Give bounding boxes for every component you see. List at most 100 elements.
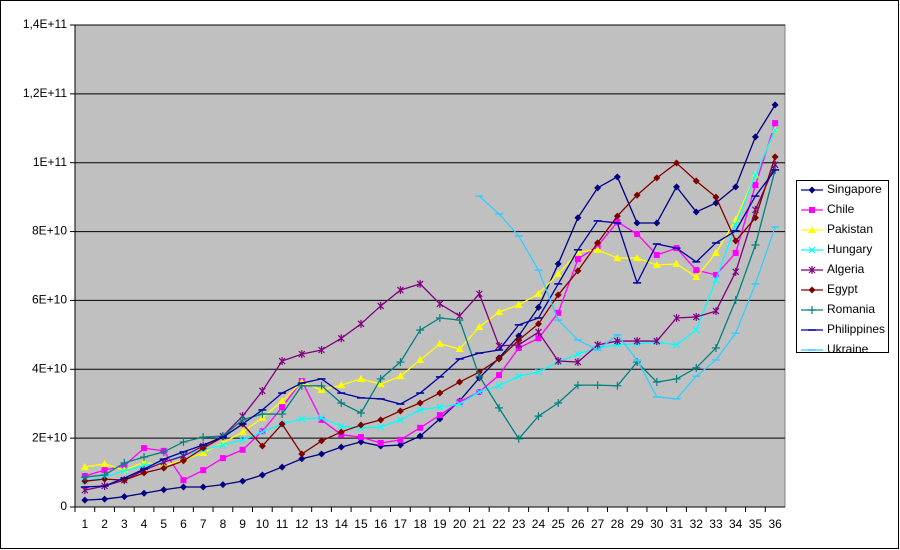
marker — [416, 326, 425, 335]
x-tick-label: 3 — [121, 517, 128, 531]
marker — [613, 254, 622, 262]
marker — [298, 455, 306, 463]
marker — [475, 388, 483, 396]
legend-label: Algeria — [827, 262, 865, 276]
marker — [141, 445, 148, 452]
marker — [634, 230, 641, 237]
marker — [219, 441, 227, 449]
marker — [100, 459, 109, 467]
marker — [653, 174, 661, 182]
marker — [633, 191, 641, 199]
marker — [594, 340, 602, 349]
y-tick-label: 1,2E+11 — [23, 86, 67, 100]
marker — [239, 477, 247, 485]
marker — [298, 350, 306, 359]
x-tick-label: 12 — [295, 517, 309, 531]
marker — [496, 372, 503, 379]
legend-item: Egypt — [801, 282, 858, 296]
marker — [613, 381, 622, 390]
marker — [199, 433, 208, 442]
legend-item: Romania — [801, 302, 875, 316]
x-tick-label: 35 — [749, 517, 763, 531]
legend-item: Ukraine — [801, 342, 869, 356]
marker — [436, 403, 444, 411]
marker — [614, 218, 621, 225]
marker — [752, 182, 759, 189]
legend-item: Algeria — [801, 262, 865, 276]
y-tick-label: 2E+10 — [32, 430, 67, 444]
legend: Singapore Chile Pakistan Hungary Algeria Egyp… — [801, 182, 885, 356]
marker — [712, 276, 720, 284]
legend-item: Philippines — [801, 322, 885, 336]
marker — [238, 415, 247, 424]
x-tick-label: 8 — [220, 517, 227, 531]
x-tick-label: 17 — [394, 517, 408, 531]
x-tick-label: 31 — [670, 517, 684, 531]
marker — [258, 471, 266, 479]
marker — [495, 403, 504, 412]
x-tick-label: 18 — [413, 517, 427, 531]
marker — [180, 477, 187, 484]
marker — [692, 208, 700, 216]
marker — [140, 469, 148, 477]
marker — [239, 446, 246, 453]
marker — [396, 416, 404, 424]
marker — [712, 271, 719, 278]
marker — [692, 312, 700, 321]
marker — [377, 416, 385, 424]
legend-label: Pakistan — [827, 222, 873, 236]
marker — [808, 266, 816, 274]
x-tick-label: 23 — [512, 517, 526, 531]
marker — [396, 372, 405, 380]
marker — [732, 249, 739, 256]
x-tick-label: 9 — [239, 517, 246, 531]
marker — [140, 453, 149, 462]
marker — [554, 269, 563, 277]
x-tick-label: 33 — [709, 517, 723, 531]
marker — [416, 432, 424, 440]
marker — [772, 120, 779, 127]
marker — [495, 355, 503, 363]
line — [84, 164, 776, 491]
marker — [377, 301, 385, 310]
marker — [574, 358, 582, 367]
x-tick-label: 21 — [473, 517, 487, 531]
marker — [594, 184, 602, 192]
marker — [278, 396, 287, 404]
marker — [318, 437, 326, 445]
marker — [396, 407, 404, 415]
marker — [278, 420, 286, 428]
x-tick-label: 28 — [611, 517, 625, 531]
x-tick-label: 2 — [101, 517, 108, 531]
marker — [357, 434, 364, 441]
marker — [120, 467, 128, 475]
marker — [593, 245, 602, 253]
marker — [436, 412, 443, 419]
marker — [80, 473, 89, 482]
marker — [515, 332, 523, 340]
marker — [574, 350, 582, 358]
legend-label: Romania — [827, 302, 875, 316]
y-tick-label: 8E+10 — [32, 224, 67, 238]
line — [84, 129, 776, 471]
marker — [593, 381, 602, 390]
marker — [535, 368, 542, 376]
marker — [633, 254, 642, 262]
legend-item: Chile — [801, 202, 855, 216]
marker — [416, 355, 425, 363]
marker — [672, 259, 681, 267]
legend-label: Ukraine — [827, 342, 869, 356]
legend-item: Pakistan — [801, 222, 873, 236]
marker — [179, 437, 188, 446]
x-tick-label: 10 — [256, 517, 270, 531]
marker — [377, 439, 384, 446]
marker — [652, 260, 661, 268]
x-tick-label: 25 — [552, 517, 566, 531]
marker — [278, 357, 286, 366]
marker — [771, 126, 779, 134]
marker — [455, 316, 464, 325]
x-tick-label: 36 — [768, 517, 782, 531]
marker — [357, 319, 365, 328]
marker — [692, 273, 701, 281]
marker — [239, 436, 247, 444]
